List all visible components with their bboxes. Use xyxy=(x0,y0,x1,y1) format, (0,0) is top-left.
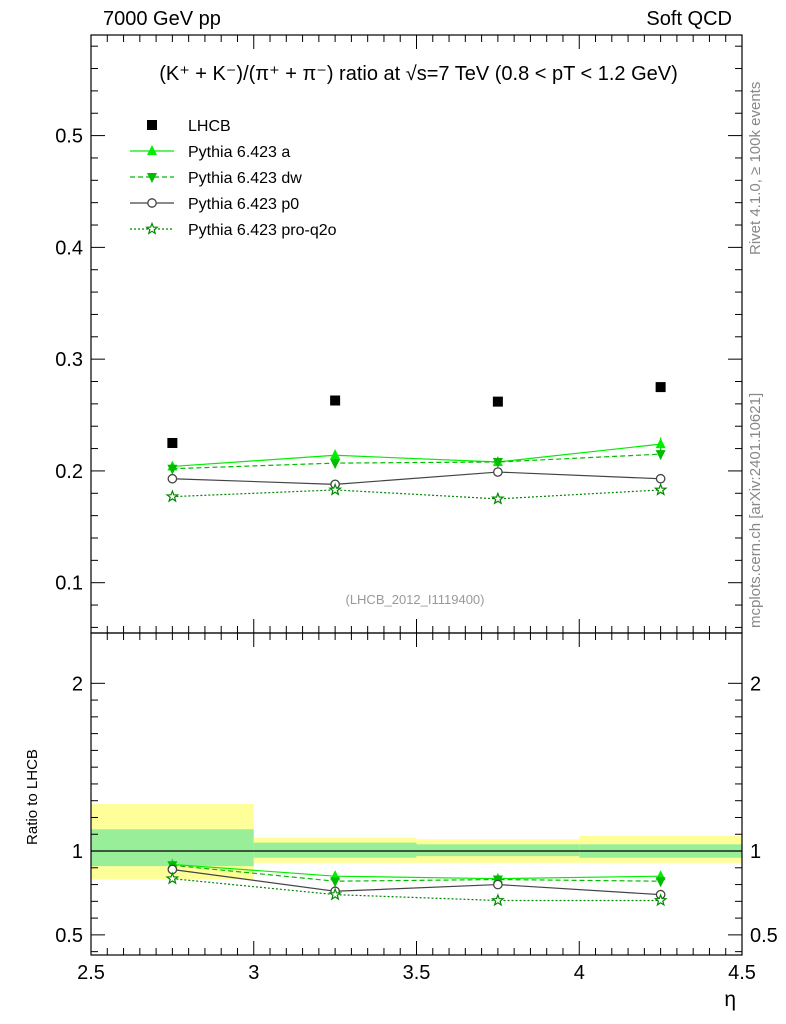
data-point xyxy=(328,482,343,496)
ratio-y-axis-label: Ratio to LHCB xyxy=(24,749,41,845)
y-tick-label: 0.4 xyxy=(55,237,83,259)
legend-marker xyxy=(147,120,157,130)
uncertainty-band-inner xyxy=(253,842,417,858)
data-point xyxy=(655,473,666,484)
ratio-y-tick-label: 0.5 xyxy=(55,925,83,947)
series-line-3 xyxy=(172,471,661,485)
data-point xyxy=(493,467,503,477)
legend-marker xyxy=(147,198,157,208)
data-point xyxy=(655,438,666,449)
ratio-data-point xyxy=(330,877,341,888)
data-point xyxy=(490,491,505,505)
data-point xyxy=(167,473,178,484)
analysis-watermark: (LHCB_2012_I1119400) xyxy=(345,592,484,607)
plot-title: (K⁺ + K⁻)/(π⁺ + π⁻) ratio at √s=7 TeV (0… xyxy=(159,63,678,85)
x-tick-label: 2.5 xyxy=(77,962,105,984)
legend-label: Pythia 6.423 pro-q2o xyxy=(188,222,337,239)
data-point xyxy=(655,450,666,461)
data-point-lhcb xyxy=(167,437,178,448)
ratio-y-tick-label-right: 0.5 xyxy=(750,925,778,947)
data-point xyxy=(330,459,341,470)
ratio-y-tick-label-right: 1 xyxy=(750,841,761,863)
ratio-data-point xyxy=(165,871,180,885)
legend-label: Pythia 6.423 dw xyxy=(188,170,302,187)
series-line-4 xyxy=(172,489,661,500)
uncertainty-band-inner xyxy=(416,844,580,857)
ratio-plot-frame xyxy=(90,632,743,956)
legend-marker xyxy=(147,145,157,155)
data-point-lhcb xyxy=(330,395,341,406)
y-tick-label: 0.3 xyxy=(55,349,83,371)
ratio-series-line-1 xyxy=(172,864,661,882)
header-right: Soft QCD xyxy=(646,8,732,30)
legend-label: Pythia 6.423 a xyxy=(188,144,290,161)
ratio-series-line-2 xyxy=(172,868,661,896)
x-tick-label: 3 xyxy=(248,962,259,984)
data-point xyxy=(653,482,668,496)
legend-marker xyxy=(145,221,159,235)
series-line-2 xyxy=(172,453,661,470)
x-tick-label: 4.5 xyxy=(728,962,756,984)
data-point xyxy=(330,449,341,460)
legend-marker xyxy=(147,173,157,183)
data-point xyxy=(167,464,178,475)
ratio-data-point xyxy=(493,879,503,890)
header-left: 7000 GeV pp xyxy=(103,8,221,30)
data-point xyxy=(492,457,503,468)
ratio-data-point xyxy=(653,893,668,907)
ratio-y-tick-label: 1 xyxy=(72,841,83,863)
ratio-y-tick-label: 2 xyxy=(72,673,83,695)
ratio-data-point xyxy=(328,887,343,901)
ratio-y-tick-label-right: 2 xyxy=(750,673,761,695)
legend-label: LHCB xyxy=(188,118,231,135)
ratio-series-line-0 xyxy=(172,863,661,880)
ratio-data-point xyxy=(490,893,505,907)
x-tick-label: 3.5 xyxy=(403,962,431,984)
ratio-series-line-3 xyxy=(172,878,661,902)
x-tick-label: 4 xyxy=(574,962,585,984)
x-axis-label: η xyxy=(724,988,736,1011)
y-tick-label: 0.5 xyxy=(55,126,83,148)
data-point-lhcb xyxy=(492,396,503,407)
data-point xyxy=(165,489,180,503)
ratio-data-point xyxy=(655,877,666,888)
series-line-1 xyxy=(172,443,661,468)
y-tick-label: 0.2 xyxy=(55,461,83,483)
data-point-lhcb xyxy=(655,382,666,393)
legend-label: Pythia 6.423 p0 xyxy=(188,196,299,213)
y-tick-label: 0.1 xyxy=(55,573,83,595)
